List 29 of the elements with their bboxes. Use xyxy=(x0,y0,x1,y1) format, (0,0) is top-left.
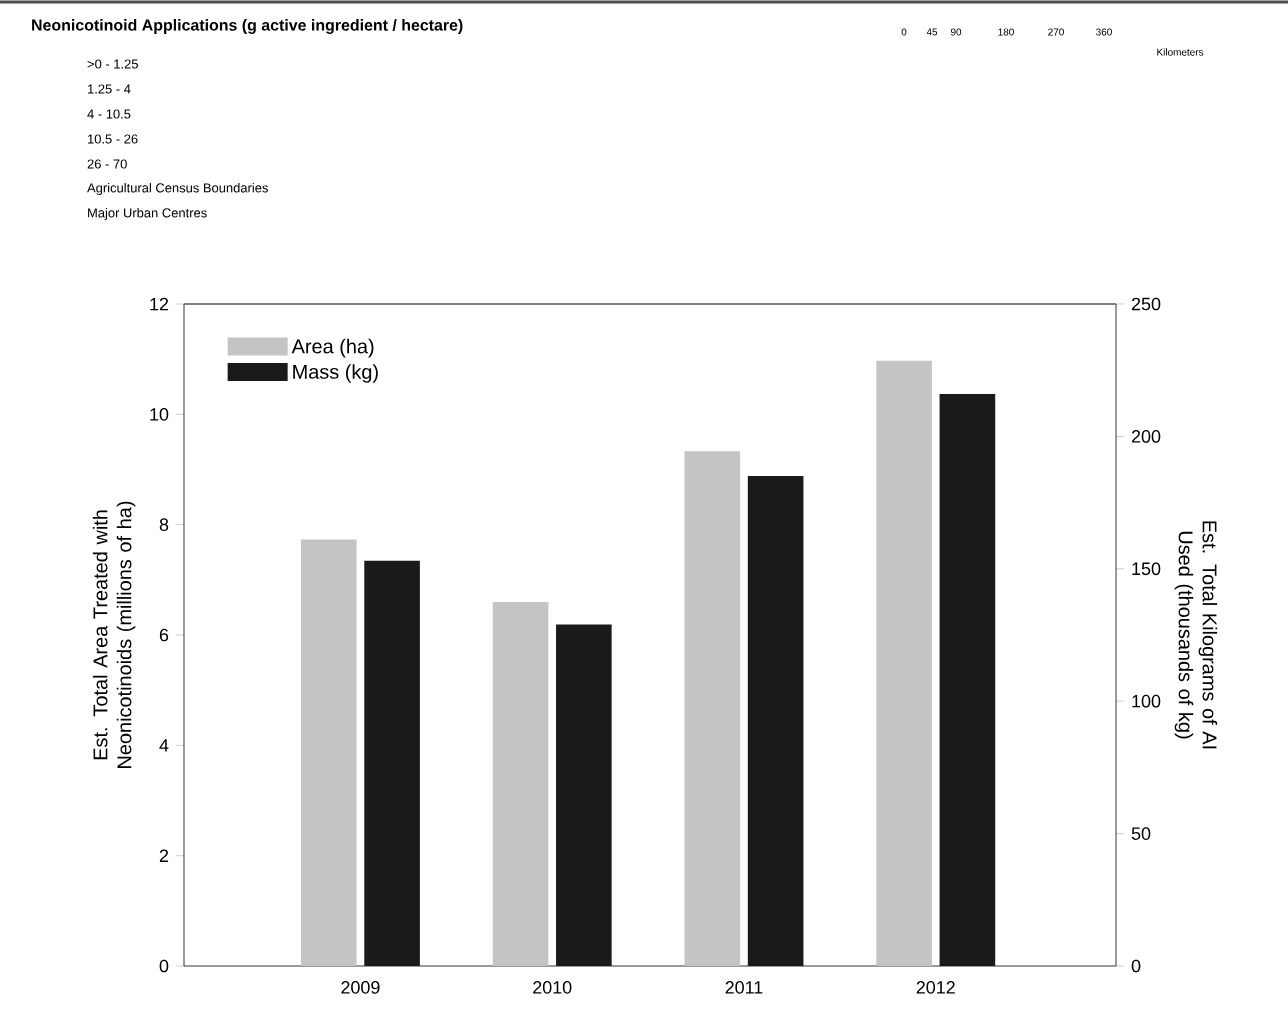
y-tick-label: 12 xyxy=(150,297,169,311)
bar xyxy=(684,451,741,966)
bar xyxy=(492,601,549,966)
y2-tick-label: 150 xyxy=(1132,562,1161,576)
x-tick-label: 2010 xyxy=(533,981,572,994)
y-tick-label: 8 xyxy=(159,518,169,532)
bar xyxy=(300,539,357,966)
bar xyxy=(939,394,996,966)
legend-label: Area (ha) xyxy=(291,338,374,358)
legend-label: Mass (kg) xyxy=(293,364,378,383)
y-axis-title: Est. Total Area Treated with Neonicotinoids (millions of ha) xyxy=(92,501,136,768)
y2-tick-label: 50 xyxy=(1131,827,1151,840)
bar xyxy=(747,476,804,966)
x-tick-label: 2011 xyxy=(725,981,763,994)
x-tick-label: 2009 xyxy=(341,981,380,994)
y-tick-label: 4 xyxy=(159,739,169,752)
x-tick-label: 2012 xyxy=(916,981,955,994)
y2-tick-label: 100 xyxy=(1132,694,1161,708)
y-tick-label: 2 xyxy=(159,849,169,862)
y2-axis-title: Est. Total Kilograms of AI Used (thousands of kg) xyxy=(1174,521,1218,749)
y2-tick-label: 250 xyxy=(1131,297,1161,311)
y2-tick-label: 0 xyxy=(1131,959,1141,973)
bar xyxy=(364,560,420,966)
y-tick-label: 6 xyxy=(159,628,169,642)
y-tick-label: 0 xyxy=(159,959,169,973)
bar xyxy=(876,360,932,966)
y2-tick-label: 200 xyxy=(1131,430,1161,443)
y-tick-label: 10 xyxy=(150,407,169,421)
bar xyxy=(556,624,612,966)
